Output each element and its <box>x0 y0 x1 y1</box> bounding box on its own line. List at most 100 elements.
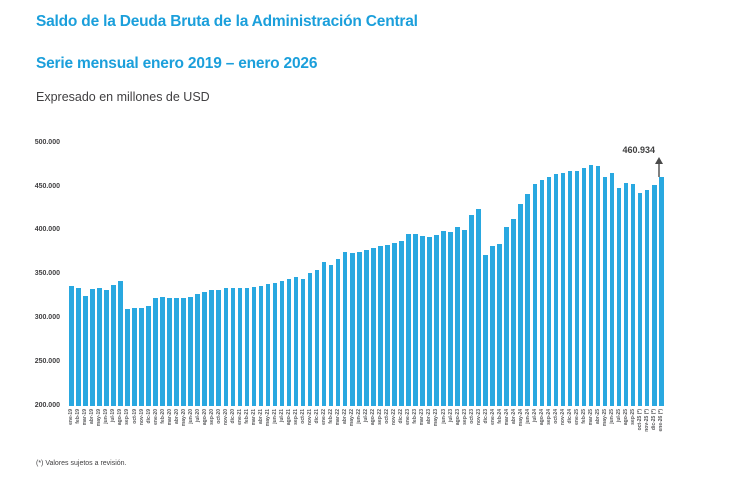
x-axis-label: jul-24 <box>531 409 538 423</box>
bar <box>476 208 481 406</box>
bar <box>328 264 334 406</box>
bar <box>125 309 130 406</box>
x-axis-label: dic-24 <box>566 409 573 424</box>
bar <box>609 173 615 406</box>
bar <box>441 230 446 406</box>
x-axis-label: ago-25 <box>623 409 630 426</box>
bar <box>307 273 313 406</box>
bar <box>532 184 538 406</box>
x-axis-label: oct-19 <box>131 409 138 424</box>
x-axis-label: oct-20 <box>215 409 222 424</box>
x-axis-label: mar-19 <box>82 409 89 426</box>
bar <box>455 227 460 406</box>
bar <box>588 165 594 406</box>
bar <box>111 284 116 406</box>
bar <box>406 233 411 406</box>
x-axis-label: jun-21 <box>271 409 278 424</box>
y-axis-label: 250.000 <box>34 358 60 366</box>
y-axis-label: 350.000 <box>34 270 60 278</box>
bar <box>251 287 257 406</box>
bar <box>469 215 474 406</box>
x-axis-label: nov-19 <box>138 409 145 426</box>
bar <box>223 288 229 406</box>
x-axis-label: abr-23 <box>426 409 433 425</box>
bar <box>279 280 285 406</box>
x-axis-label: oct-21 <box>300 409 307 424</box>
bar <box>490 246 495 406</box>
x-axis-label: mar-24 <box>503 409 510 426</box>
bar <box>202 291 208 406</box>
bar <box>539 179 545 406</box>
bar <box>83 295 88 406</box>
x-axis-label: dic-19 <box>145 409 152 424</box>
x-axis-label: ago-20 <box>201 409 208 426</box>
x-axis-label: oct-23 <box>468 409 475 424</box>
x-axis-label: jun-25 <box>609 409 616 424</box>
x-axis-label: nov-25 (*) <box>644 409 651 432</box>
footnote: (*) Valores sujetos a revisión. <box>36 460 127 467</box>
x-axis-label: ene-25 <box>573 409 580 425</box>
bar <box>504 227 510 406</box>
x-axis-label: abr-20 <box>173 409 180 425</box>
x-axis-label: may-19 <box>96 409 103 427</box>
page-title: Saldo de la Deuda Bruta de la Administra… <box>36 13 418 30</box>
bar <box>104 290 109 406</box>
x-axis-label: may-25 <box>602 409 609 427</box>
x-axis-label: sep-20 <box>208 409 215 425</box>
bar <box>153 298 158 406</box>
bar <box>399 240 404 406</box>
bar <box>546 177 552 406</box>
x-axis-label: ene-23 <box>405 409 412 425</box>
bar <box>244 287 250 406</box>
y-axis-label: 400.000 <box>34 226 60 234</box>
bar <box>139 308 144 406</box>
x-axis-label: sep-23 <box>461 409 468 425</box>
x-axis-label: ago-22 <box>370 409 377 426</box>
units-caption: Expresado en millones de USD <box>36 90 210 104</box>
x-axis-label: mar-20 <box>166 409 173 426</box>
y-axis-label: 450.000 <box>34 182 60 190</box>
x-axis-label: jul-21 <box>278 409 285 423</box>
x-axis-label: abr-19 <box>89 409 96 425</box>
bar <box>651 185 657 406</box>
bar <box>420 235 425 406</box>
x-axis-label: ago-19 <box>117 409 124 426</box>
x-axis-label: mar-23 <box>419 409 426 426</box>
bar <box>342 251 348 406</box>
x-axis-label: dic-23 <box>482 409 489 424</box>
x-axis-label: feb-20 <box>159 409 166 424</box>
x-axis-label: may-23 <box>433 409 440 427</box>
x-axis-label: abr-24 <box>510 409 517 425</box>
x-axis-label: abr-21 <box>257 409 264 425</box>
x-axis-label: jun-20 <box>187 409 194 424</box>
x-axis-label: may-24 <box>517 409 524 427</box>
x-axis-label: dic-21 <box>314 409 321 424</box>
x-axis-label: oct-22 <box>384 409 391 424</box>
bar <box>483 255 488 406</box>
bar <box>413 234 418 406</box>
bar <box>553 174 559 406</box>
x-axis-label: feb-24 <box>496 409 503 424</box>
bar <box>602 176 608 406</box>
bar <box>630 183 636 406</box>
bar <box>644 190 650 406</box>
bar <box>518 204 524 406</box>
x-axis-label: oct-25 (*) <box>637 409 644 431</box>
bar <box>385 245 390 406</box>
bar <box>623 182 629 406</box>
bar <box>560 173 566 406</box>
bar <box>616 188 622 406</box>
x-axis-label: abr-25 <box>595 409 602 425</box>
bar <box>525 193 531 406</box>
y-axis-label: 500.000 <box>34 138 60 146</box>
bar <box>370 248 376 406</box>
x-axis-label: ago-21 <box>286 409 292 426</box>
bar <box>272 282 278 406</box>
page-subtitle-period: Serie mensual enero 2019 – enero 2026 <box>36 55 318 72</box>
last-value-annotation: 460.934 <box>622 145 655 155</box>
x-axis-label: jun-19 <box>103 409 110 424</box>
x-axis-label: mar-25 <box>588 409 594 426</box>
x-axis-label: jul-19 <box>110 409 117 423</box>
bar <box>497 243 502 406</box>
x-axis-label: sep-25 <box>630 409 637 425</box>
